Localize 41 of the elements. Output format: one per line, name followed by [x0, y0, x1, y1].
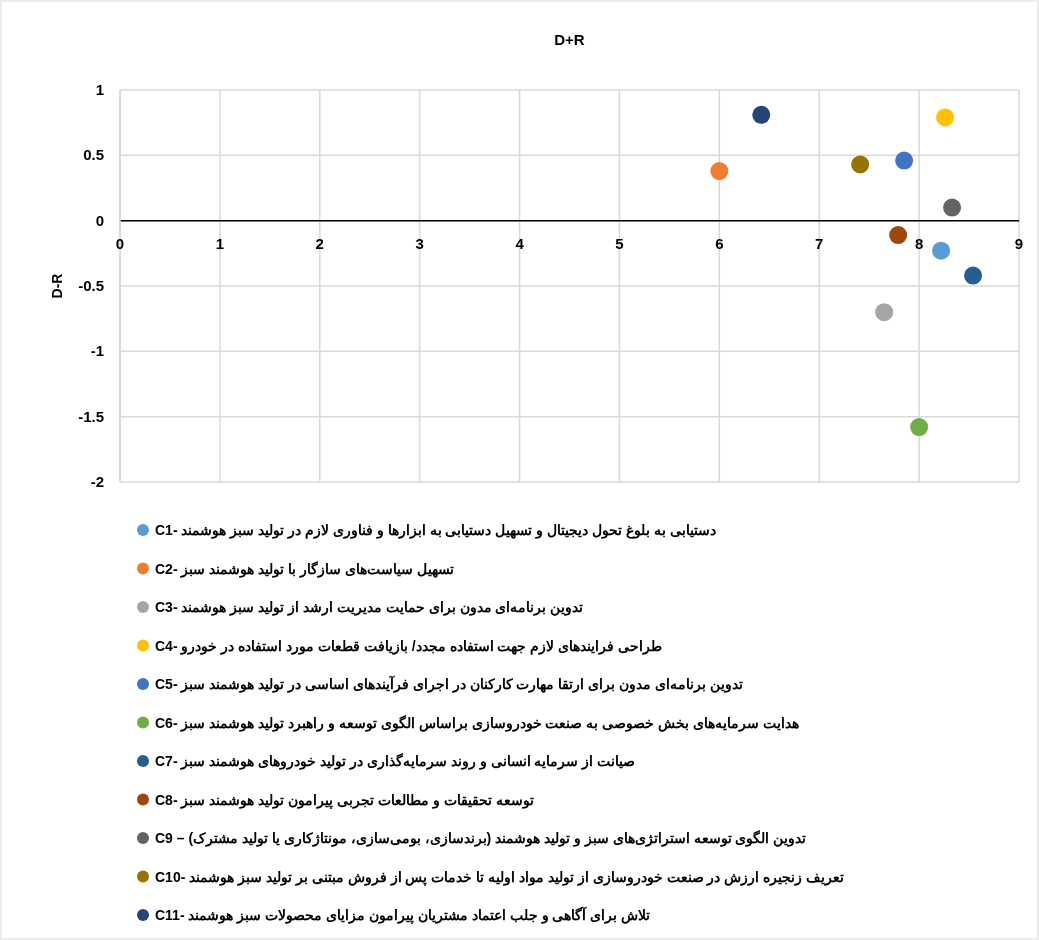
x-tick-label: 0 [115, 234, 125, 252]
y-tick-label: 1 [95, 81, 104, 98]
y-tick-label: -0.5 [78, 277, 104, 294]
legend-label: دستیابی به بلوغ تحول دیجیتال و تسهیل دستیابی به ابزارها و فناوری لازم در تولید سبز هوشمند -C1 [155, 522, 716, 539]
y-tick-label: 0 [95, 211, 104, 229]
x-tick-label: 6 [715, 234, 724, 252]
y-tick-label: -1.5 [78, 407, 104, 425]
chart-title: D+R [554, 31, 585, 48]
point [932, 241, 951, 260]
point [851, 155, 870, 174]
x-tick-label: 1 [215, 234, 225, 252]
legend-label: تدوین برنامه‌ای مدون برای حمایت مدیریت ارشد از تولید سبز هوشمند -C3 [155, 599, 584, 616]
point [875, 303, 894, 322]
legend-label: هدایت سرمایه‌های بخش خصوصی به صنعت خودروسازی براساس الگوی توسعه و راهبرد تولید هوشمند سبز -C6 [155, 714, 799, 732]
y-tick-label: -2 [90, 473, 104, 490]
y-tick-label: 0.5 [83, 146, 104, 164]
legend-label: طراحی فرایندهای لازم جهت استفاده مجدد/ بازیافت قطعات مورد استفاده در خودرو -C4 [155, 637, 663, 655]
point [752, 105, 771, 124]
legend-label: تلاش برای آگاهی و جلب اعتماد مشتریان پیرامون مزایای محصولات سبز هوشمند -C11 [155, 906, 651, 924]
point [889, 226, 908, 245]
legend-label: تدوین برنامه‌ای مدون برای ارتقا مهارت کارکنان در اجرای فرآیندهای اساسی در تولید هوشمند سبز -C5 [155, 675, 743, 693]
x-tick-label: 8 [914, 234, 924, 252]
x-tick-label: 9 [1014, 234, 1024, 252]
x-tick-label: 4 [515, 234, 525, 252]
x-tick-label: 2 [315, 234, 324, 252]
point [710, 162, 729, 181]
point [964, 266, 983, 285]
legend-label: تدوین الگوی توسعه استراتژی‌های سبز و تولید هوشمند (برندسازی، بومی‌سازی، مونتاژکاری یا تولید مشترک) – C9 [155, 830, 807, 847]
point [910, 418, 929, 437]
point [895, 151, 914, 170]
y-axis-title: D-R [49, 273, 65, 299]
x-tick-label: 3 [415, 234, 424, 252]
legend-label: صیانت از سرمایه انسانی و روند سرمایه‌گذاری در تولید خودروهای هوشمند سبز -C7 [155, 753, 636, 770]
x-tick-label: 7 [815, 234, 824, 252]
legend-label: تسهیل سیاست‌های سازگار با تولید هوشمند سبز -C2 [155, 560, 454, 578]
point [936, 108, 955, 127]
legend-label: تعریف زنجیره ارزش در صنعت خودروسازی از تولید مواد اولیه تا خدمات پس از فروش مبتنی بر تولید سبز هوشمند -C10 [155, 868, 845, 886]
y-tick-label: -1 [90, 342, 104, 360]
x-tick-label: 5 [615, 234, 624, 252]
legend-label: توسعه تحقیقات و مطالعات تجربی پیرامون تولید هوشمند سبز -C8 [155, 791, 534, 809]
point [943, 198, 962, 217]
